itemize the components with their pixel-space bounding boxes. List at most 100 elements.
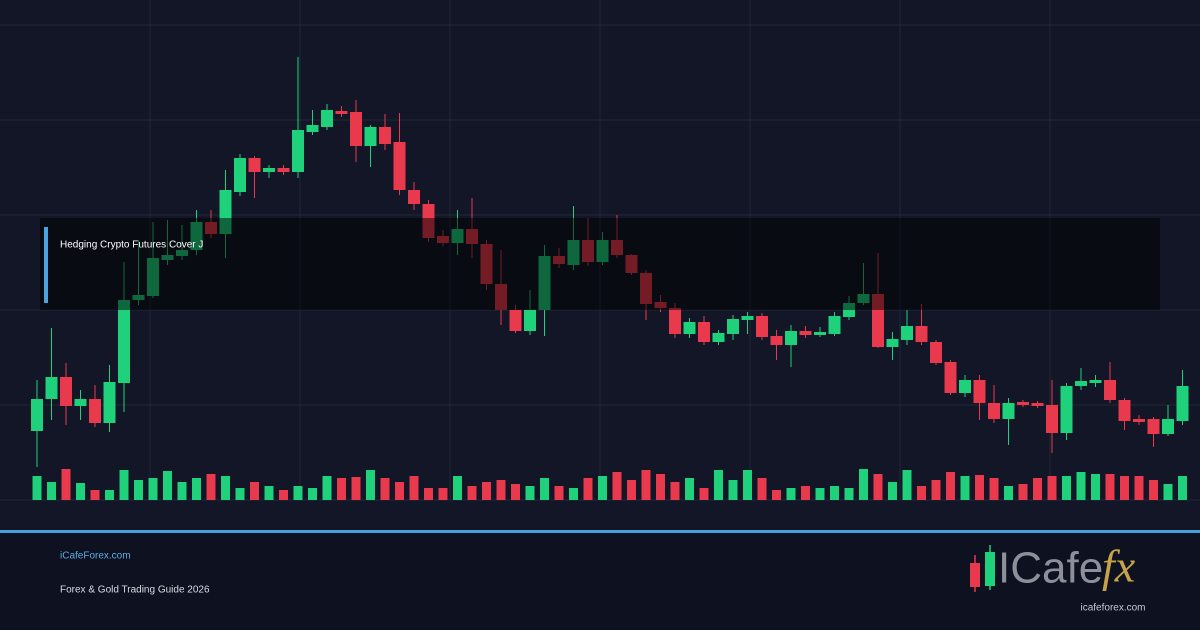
volume-bar [960,476,970,500]
candle-body [683,322,696,334]
label-accent [44,227,48,303]
candle-body [712,333,725,342]
volume-bar [279,490,288,500]
volume-bar [61,469,71,500]
candle-body [814,332,826,335]
volume-bar [453,476,462,500]
volume-bar [844,488,854,500]
volume-bar [946,472,955,500]
candle-body [103,382,116,423]
volume-bar [786,488,796,500]
logo-icon [970,545,995,592]
candle-body [1060,386,1073,433]
logo-brand: ICafe [998,544,1103,593]
volume-bar [540,478,549,500]
candle-body [321,110,333,127]
volume-bar [612,472,622,500]
overlay-label: Hedging Crypto Futures Cover J [60,240,203,251]
volume-bar [641,470,651,500]
volume-bar [482,482,491,500]
volume-bar [337,478,346,500]
volume-bar [47,482,56,500]
volume-bar [627,480,636,500]
candle-body [1075,381,1087,386]
volume-bar [859,469,868,500]
candle-body [1118,400,1131,421]
volume-bar [424,488,433,500]
volume-bar [902,470,912,500]
candle-body [1089,380,1102,383]
volume-bar [598,476,607,500]
candle-body [1002,403,1015,419]
candle-body [1017,402,1029,405]
volume-bar [1047,476,1057,500]
volume-bar [32,476,42,500]
footer-subtitle: Forex & Gold Trading Guide 2026 [60,585,210,596]
candle-body [756,316,768,337]
volume-bar [1091,474,1100,500]
volume-bar [192,478,201,500]
volume-bar [525,486,535,500]
volume-bar [917,486,926,500]
volume-bar [366,470,375,500]
volume-bar [685,478,694,500]
volume-bar [293,486,303,500]
footer-site: iCafeForex.com [60,551,131,562]
volume-bar [656,474,665,500]
label-box [40,218,1160,310]
candle-body [886,339,899,347]
volume-bar [1178,476,1187,500]
volume-bar [1076,472,1086,500]
candle-body [89,399,101,423]
candle-body [60,377,72,406]
volume-bar [409,476,419,500]
volume-bar [728,480,738,500]
volume-bar [163,471,172,500]
candle-body [509,310,522,331]
candle-body [234,158,246,192]
candle-body [1133,419,1145,422]
candle-body [248,158,261,172]
volume-bar [134,480,143,500]
volume-bar [1062,476,1071,500]
volume-bar [714,470,723,500]
volume-bar [888,482,897,500]
volume-bar [438,488,448,500]
volume-bar [931,480,941,500]
candle-body [118,300,130,383]
logo-accent: fx [1102,541,1136,592]
candle-body [669,308,681,334]
volume-bar [221,476,230,500]
volume-bar [351,477,361,500]
volume-bar [250,482,259,500]
volume-bar [380,478,390,500]
volume-bar [569,488,578,500]
candle-body [524,310,536,331]
volume-bar [1120,476,1129,500]
divider [0,530,1200,533]
candle-body [770,336,783,345]
volume-bar [467,486,477,500]
volume-bar [264,486,274,500]
volume-bar [583,478,593,500]
volume-bar [873,474,883,500]
candle-body [698,322,710,342]
volume-bar [743,470,752,500]
candle-body [408,190,420,204]
volume-bar [815,488,825,500]
volume-bar [119,470,129,500]
candle-body [292,130,304,172]
volume-bar [975,475,984,500]
volume-bar [830,486,839,500]
candle-body [335,111,348,114]
volume-bar [90,490,100,500]
candle-body [74,399,87,406]
candle-body [1104,380,1116,400]
candle-body [364,127,377,146]
volume-bar [989,478,999,500]
volume-bar [1149,480,1158,500]
candle-body [727,319,739,334]
candle-body [350,112,362,146]
candle-body [277,168,290,172]
